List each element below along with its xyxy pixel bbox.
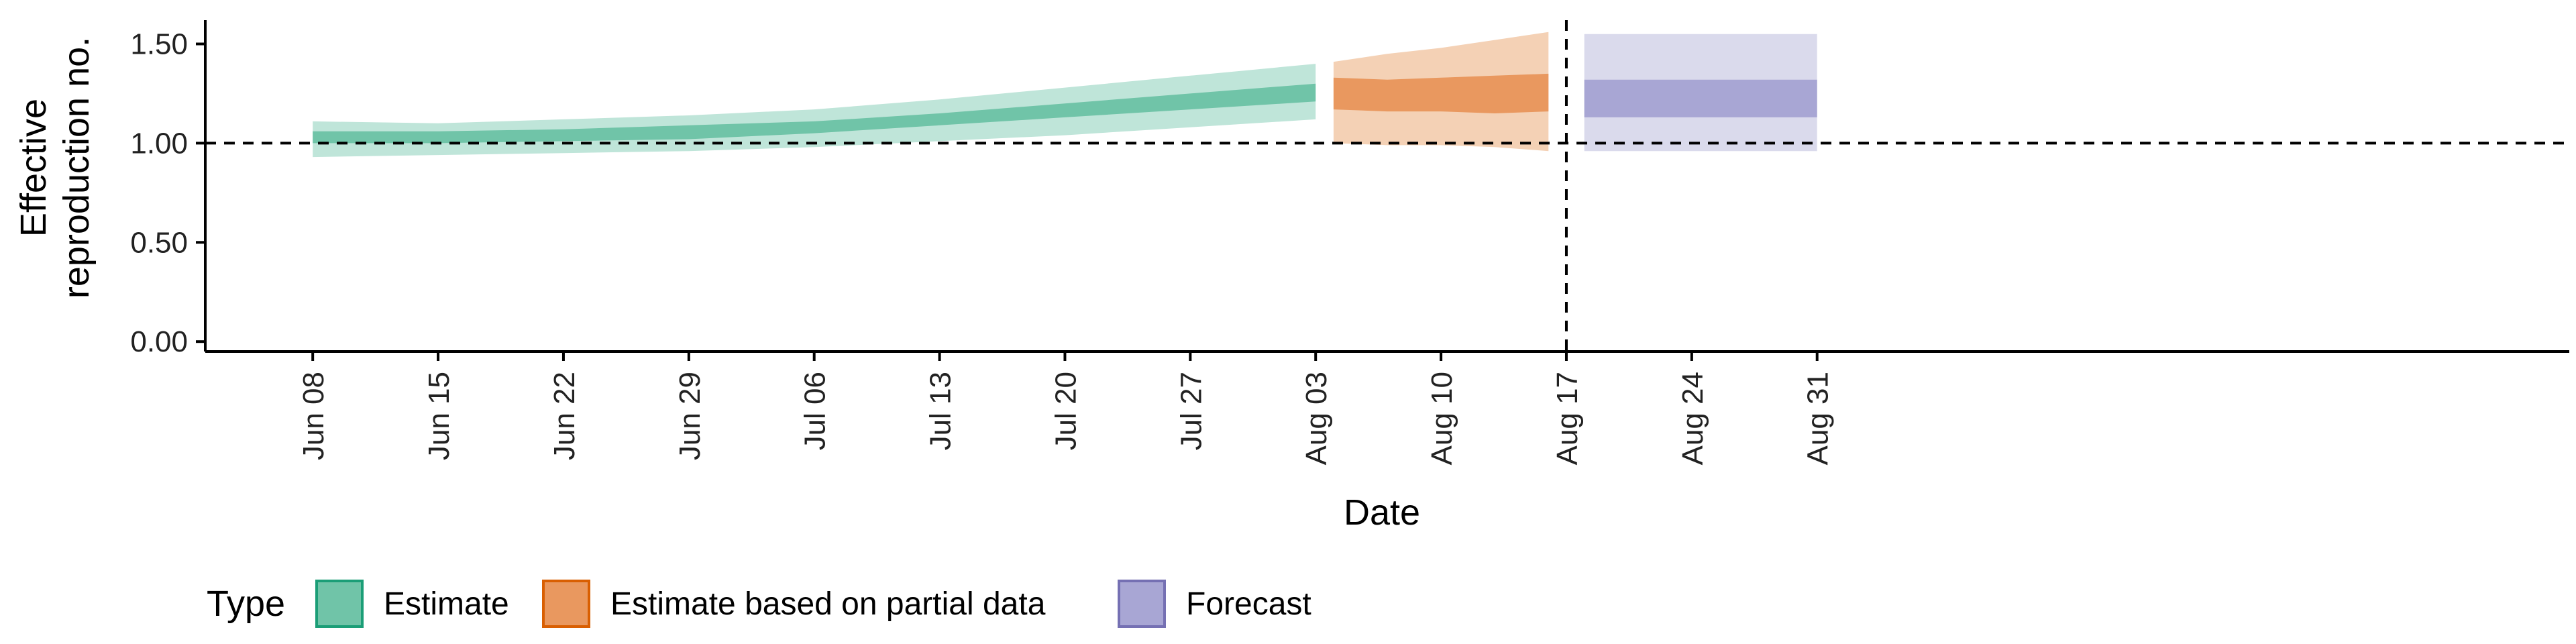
x-tick-label: Aug 24 [1676,372,1709,465]
x-tick-label: Aug 17 [1551,372,1584,465]
legend-label-partial: Estimate based on partial data [610,586,1046,622]
y-tick-label: 1.50 [130,28,188,60]
y-axis-title-line-2: reproduction no. [56,37,97,299]
x-tick-label: Aug 03 [1300,372,1333,465]
x-tick-label: Jun 22 [548,372,581,460]
legend-key-forecast [1118,580,1166,628]
y-tick-label: 0.00 [130,325,188,358]
x-tick-label: Jul 13 [924,372,957,450]
y-axis-title-line-1: Effective [13,99,54,237]
legend-key-estimate [315,580,364,628]
series-estimate [313,64,1316,158]
x-ticks: Jun 08 Jun 15 Jun 22 Jun 29 Jul 06 Jul 13 Jul … [297,352,1835,465]
y-tick-label: 0.50 [130,226,188,259]
x-tick-label: Jun 15 [423,372,455,460]
y-axis-title: Effective reproduction no. [13,37,97,299]
x-tick-label: Jul 06 [799,372,832,450]
legend-label-forecast: Forecast [1186,586,1311,622]
x-tick-label: Jun 29 [674,372,706,460]
x-tick-label: Jun 08 [297,372,330,460]
y-ticks: 0.00 0.50 1.00 1.50 [130,28,205,358]
band-50-estimate-based-on-partial-data [1333,73,1549,113]
legend-label-estimate: Estimate [384,586,509,622]
series-estimate-based-on-partial-data [1333,32,1549,152]
x-tick-label: Aug 31 [1802,372,1835,465]
band-50-estimate [313,83,1316,144]
x-tick-label: Jul 27 [1175,372,1208,450]
band-50-forecast [1584,79,1817,117]
legend: Type Estimate Estimate based on partial … [207,580,1311,628]
series-layer [313,32,1817,158]
plot-area: 0.00 0.50 1.00 1.50 Jun 08 Jun 15 Jun 22 Jun 2… [130,20,2569,465]
x-axis-title: Date [1344,492,1420,533]
x-tick-label: Aug 10 [1426,372,1458,465]
y-tick-label: 1.00 [130,127,188,160]
x-tick-label: Jul 20 [1050,372,1083,450]
series-forecast [1584,34,1817,152]
legend-title: Type [207,584,285,624]
legend-key-partial [542,580,590,628]
